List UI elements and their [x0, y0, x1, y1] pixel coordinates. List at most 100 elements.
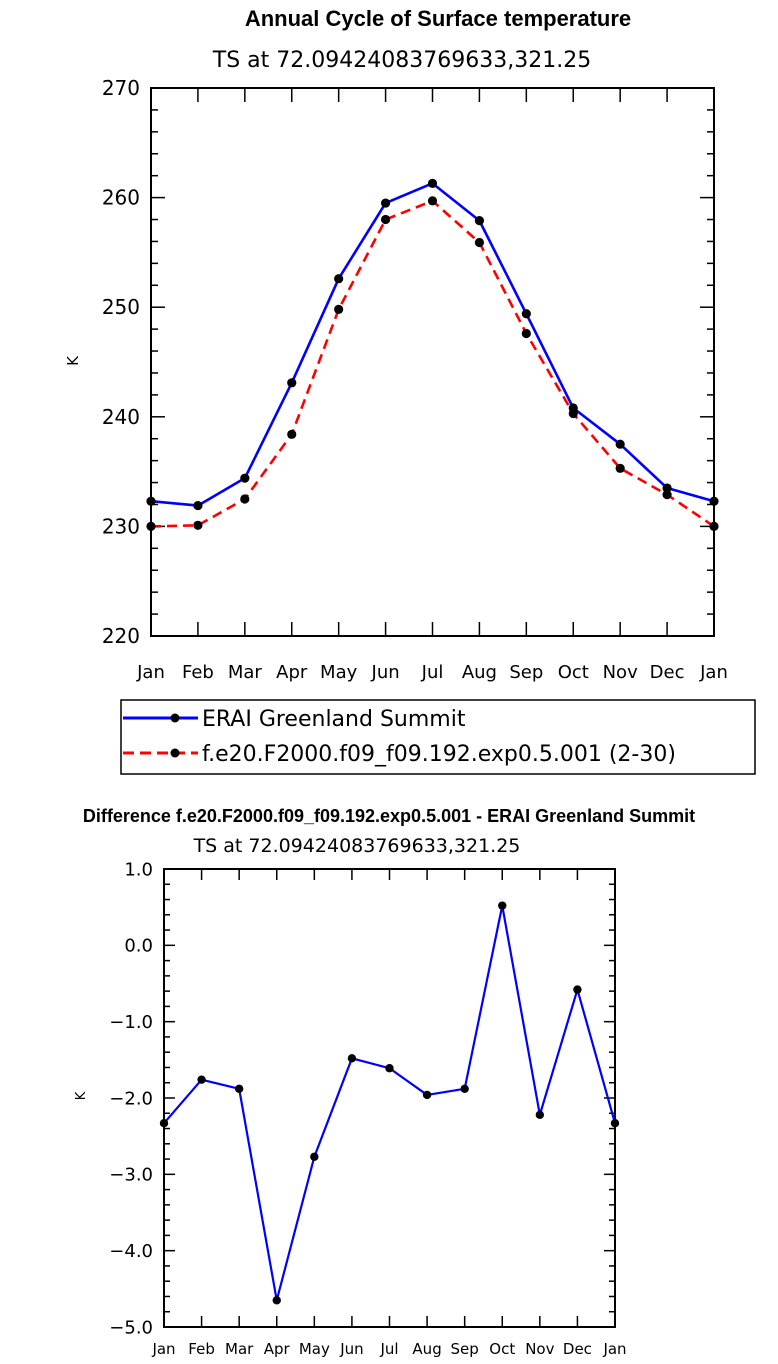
x-tick-label: Jun	[371, 662, 400, 683]
series-line-primary	[163, 904, 617, 1302]
y-axis-label: K	[74, 1091, 89, 1100]
x-tick-label: Apr	[276, 662, 308, 683]
data-point	[385, 1064, 394, 1073]
x-tick-label: Sep	[451, 1340, 479, 1358]
y-tick-label: 250	[102, 295, 140, 319]
data-point	[159, 1118, 169, 1128]
legend: ERAI Greenland Summit f.e20.F2000.f09_f0…	[120, 699, 756, 775]
data-point	[573, 985, 582, 994]
data-point	[193, 500, 203, 511]
series-line-primary	[150, 182, 715, 507]
data-point	[193, 520, 203, 530]
data-point	[709, 496, 719, 506]
x-tick-label: Apr	[264, 1340, 291, 1358]
x-tick-label: Nov	[525, 1340, 554, 1358]
data-point	[146, 496, 156, 506]
x-tick-labels: Jan Feb Mar Apr May Jun Jul Aug Sep Oct Nov Dec Jan	[151, 1340, 626, 1358]
x-tick-label: May	[299, 1340, 330, 1358]
data-point	[568, 408, 578, 419]
data-point	[474, 237, 485, 248]
data-point	[474, 216, 485, 226]
data-point	[272, 1296, 281, 1305]
legend-marker-erai	[170, 713, 180, 723]
y-tick-label: −3.0	[109, 1165, 153, 1186]
y-tick-labels: 220 230 240 250 260 270	[102, 76, 140, 648]
data-point	[234, 1084, 244, 1094]
x-tick-label: Jan	[699, 662, 728, 683]
axis-ticks	[150, 87, 715, 637]
series-line-secondary	[150, 199, 715, 528]
x-tick-label: Feb	[188, 1340, 215, 1358]
y-tick-label: 240	[102, 405, 140, 429]
data-point	[615, 439, 625, 449]
y-tick-labels: −5.0 −4.0 −3.0 −2.0 −1.0 0.0 1.0	[109, 859, 153, 1338]
legend-label-erai: ERAI Greenland Summit	[202, 707, 466, 732]
difference-chart: Difference f.e20.F2000.f09_f09.192.exp0.…	[74, 806, 695, 1358]
x-tick-label: Jan	[602, 1340, 626, 1358]
data-point	[287, 429, 297, 439]
data-point	[197, 1075, 206, 1084]
x-tick-label: Dec	[650, 662, 685, 683]
legend-label-model: f.e20.F2000.f09_f09.192.exp0.5.001 (2-30…	[202, 742, 676, 767]
x-tick-label: Aug	[462, 662, 497, 683]
y-tick-label: 230	[102, 514, 140, 538]
x-tick-label: Sep	[509, 662, 543, 683]
data-point	[380, 198, 391, 208]
x-tick-label: Jan	[136, 662, 165, 683]
x-tick-label: Jul	[421, 662, 444, 683]
data-point	[334, 304, 344, 314]
chart-title: Annual Cycle of Surface temperature	[245, 6, 631, 31]
y-tick-label: 270	[102, 76, 140, 100]
x-tick-labels: Jan Feb Mar Apr May Jun Jul Aug Sep Oct Nov Dec Jan	[136, 662, 728, 683]
data-point	[521, 328, 531, 339]
y-tick-label: −4.0	[109, 1241, 153, 1262]
data-point	[460, 1084, 469, 1094]
data-point	[240, 494, 250, 504]
legend-marker-model	[170, 748, 180, 758]
x-tick-label: Aug	[412, 1340, 441, 1358]
data-point	[422, 1090, 432, 1100]
x-tick-label: Nov	[603, 662, 638, 683]
data-point	[310, 1152, 319, 1161]
x-tick-label: Mar	[228, 662, 263, 683]
x-tick-label: Jul	[379, 1340, 398, 1358]
plot-frame	[150, 87, 715, 637]
y-tick-label: 260	[102, 186, 140, 210]
data-point	[427, 196, 438, 206]
series-layer	[146, 178, 719, 532]
chart-title: Difference f.e20.F2000.f09_f09.192.exp0.…	[83, 806, 695, 826]
series-layer	[159, 901, 620, 1305]
legend-box	[120, 699, 756, 775]
x-tick-label: Oct	[489, 1340, 515, 1358]
data-point	[535, 1110, 545, 1119]
x-tick-label: Dec	[563, 1340, 592, 1358]
x-tick-label: Jan	[151, 1340, 175, 1358]
data-point	[709, 521, 719, 532]
data-point	[347, 1054, 357, 1063]
data-point	[146, 521, 156, 532]
x-tick-label: Jun	[339, 1340, 363, 1358]
data-point	[240, 473, 250, 483]
x-tick-label: May	[320, 662, 358, 683]
y-tick-label: 220	[102, 624, 140, 648]
data-point	[662, 483, 672, 493]
y-tick-label: 1.0	[124, 859, 153, 880]
x-tick-label: Oct	[558, 662, 589, 683]
axis-ticks	[163, 868, 616, 1328]
data-point	[380, 214, 391, 225]
data-point	[498, 901, 507, 910]
chart-subtitle: TS at 72.09424083769633,321.25	[193, 835, 521, 857]
chart-subtitle: TS at 72.09424083769633,321.25	[212, 48, 591, 73]
y-tick-label: −2.0	[109, 1088, 153, 1109]
plot-frame	[163, 868, 616, 1328]
annual-cycle-chart: Annual Cycle of Surface temperature TS a…	[64, 6, 756, 775]
y-tick-label: −5.0	[109, 1317, 153, 1338]
data-point	[610, 1118, 620, 1128]
data-point	[334, 274, 344, 284]
data-point	[427, 178, 438, 188]
data-point	[615, 463, 625, 473]
x-tick-label: Feb	[182, 662, 214, 683]
y-axis-label: K	[64, 355, 82, 366]
data-point	[287, 378, 297, 388]
data-point	[662, 490, 672, 500]
